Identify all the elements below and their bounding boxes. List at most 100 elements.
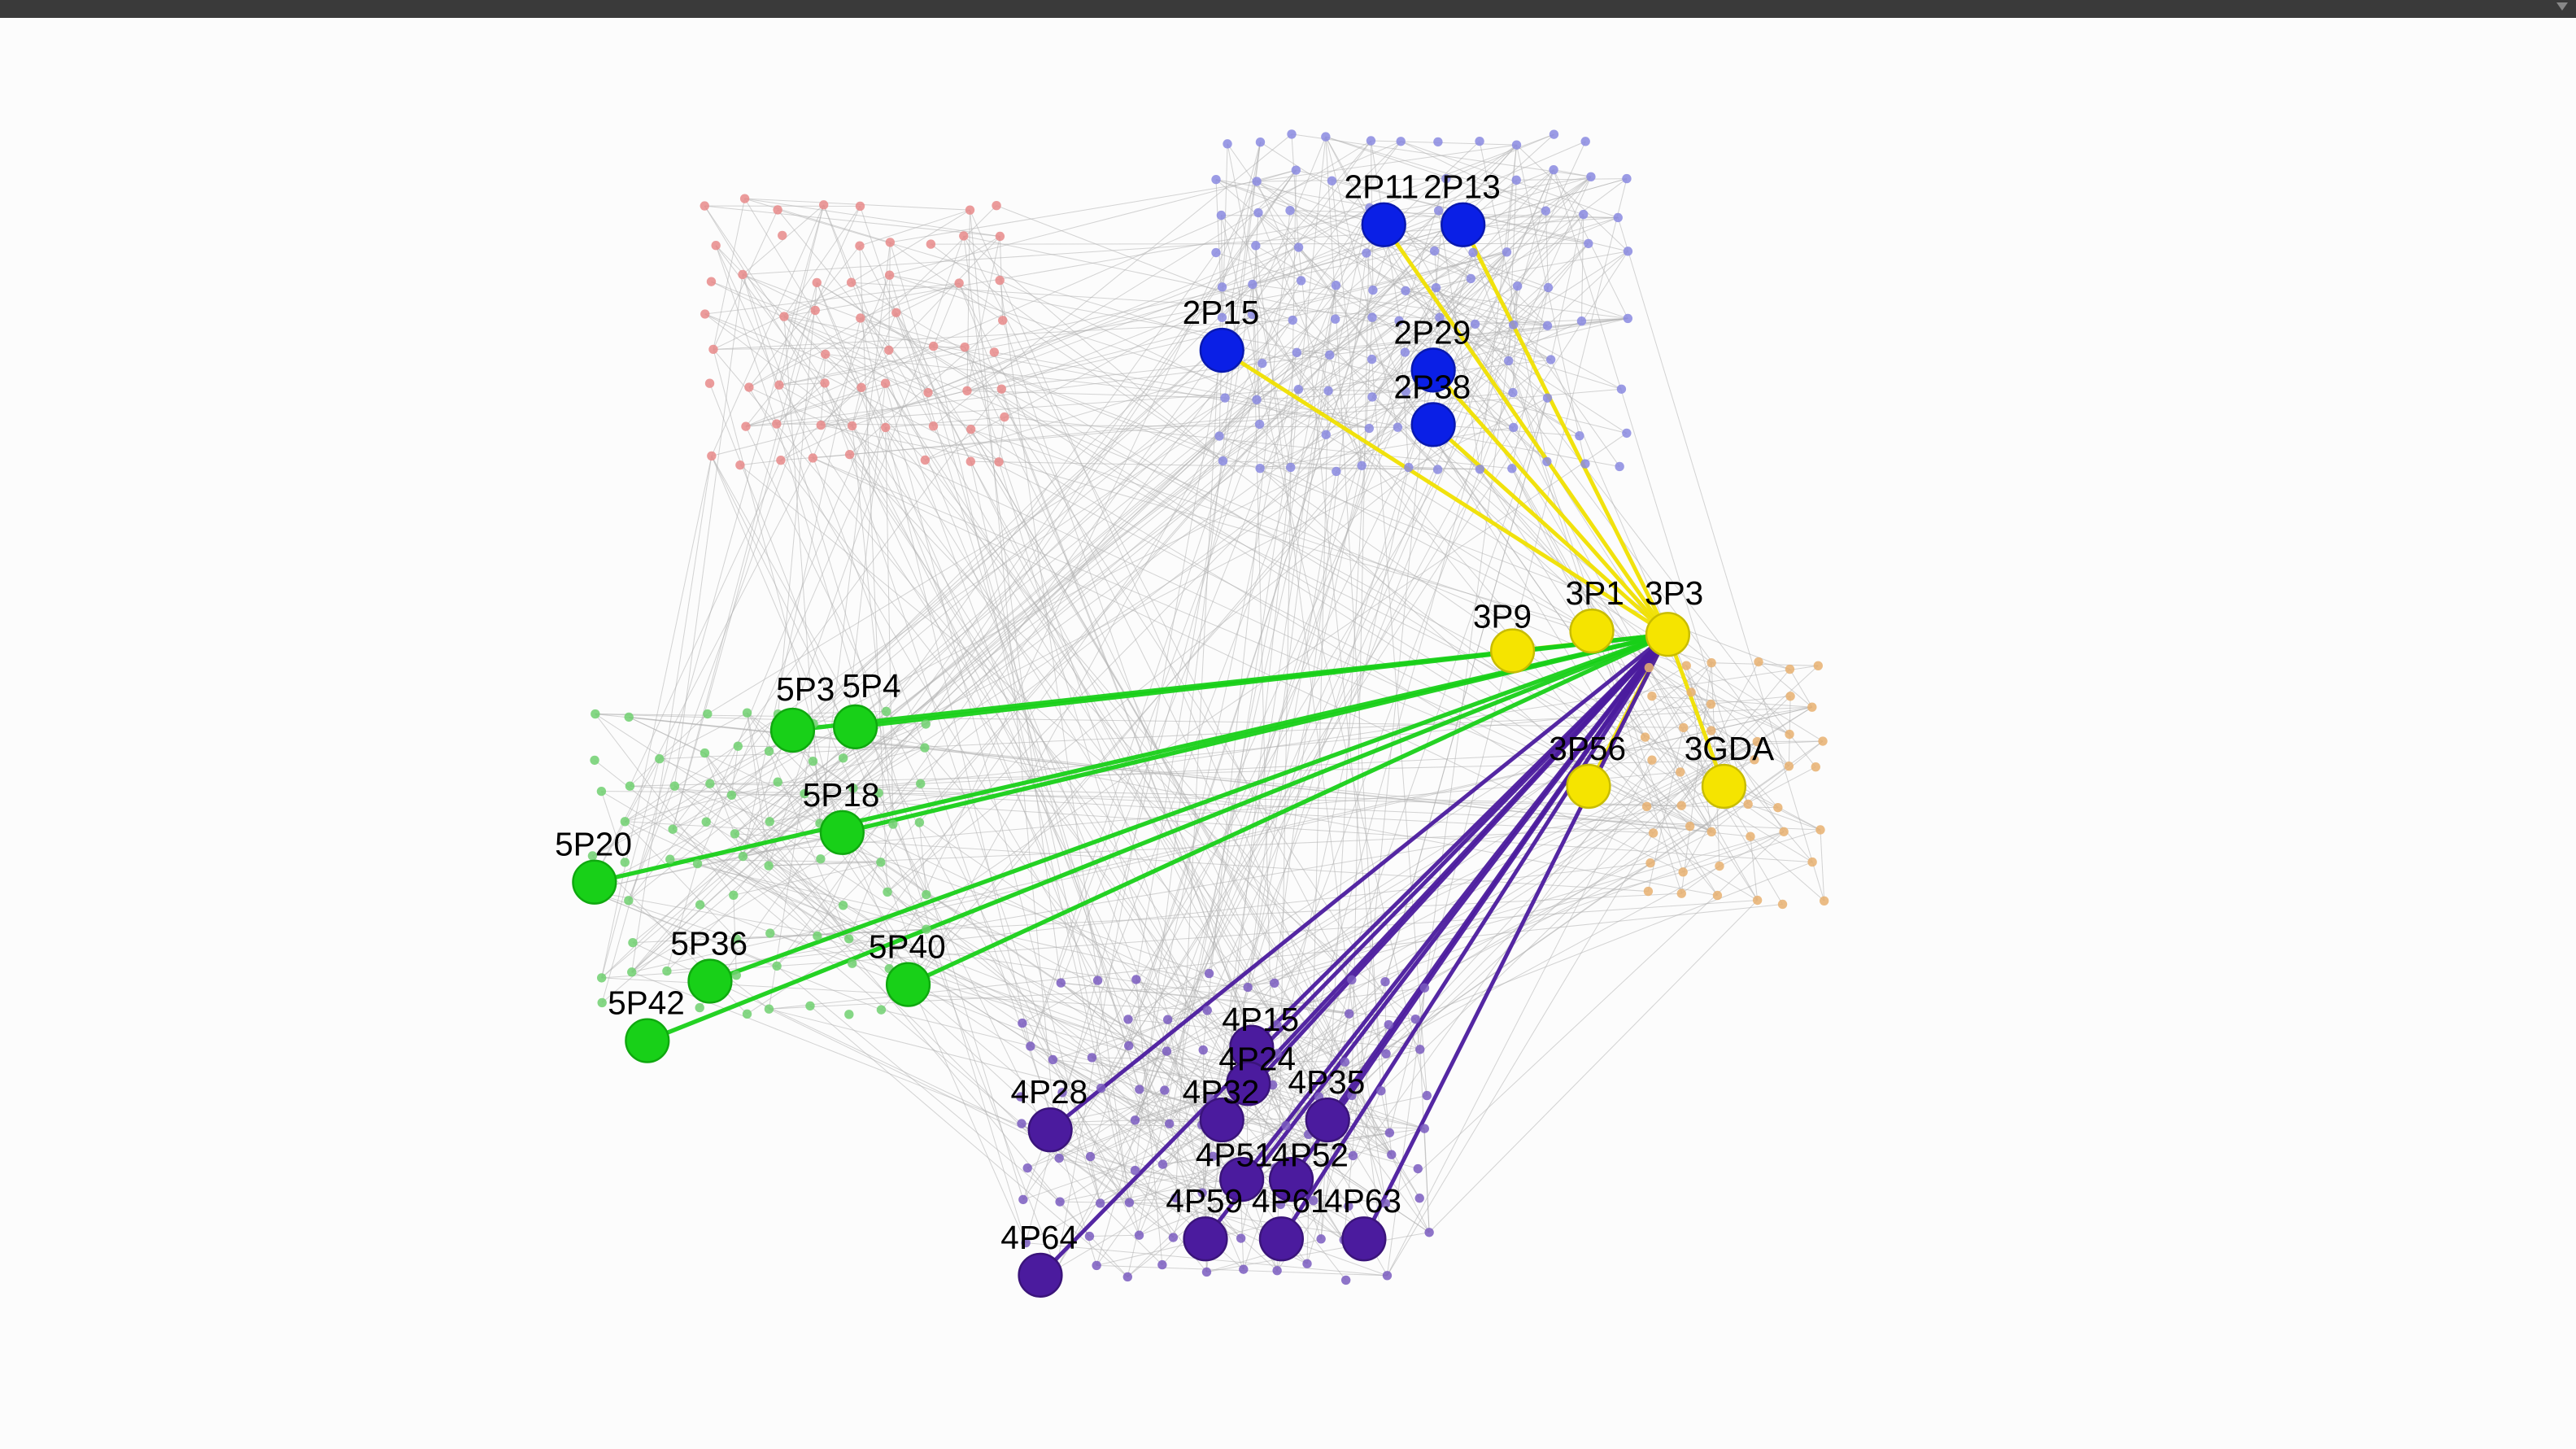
node-4P59[interactable] xyxy=(1184,1217,1227,1260)
bg-node xyxy=(700,201,709,210)
node-2P15[interactable] xyxy=(1201,329,1244,372)
node-3P1[interactable] xyxy=(1571,609,1614,652)
node-2P13[interactable] xyxy=(1441,203,1484,247)
node-4P28[interactable] xyxy=(1029,1108,1072,1151)
node-5P4[interactable] xyxy=(834,705,877,749)
bg-node xyxy=(839,753,848,762)
bg-node xyxy=(1257,359,1266,368)
label-4P61: 4P61 xyxy=(1252,1182,1329,1220)
bg-node xyxy=(1368,286,1377,295)
bg-node xyxy=(743,709,752,718)
bg-node xyxy=(1475,465,1484,474)
bg-node xyxy=(1433,465,1442,474)
bg-node xyxy=(1513,282,1522,290)
node-4P61[interactable] xyxy=(1260,1217,1303,1260)
bg-edge xyxy=(1424,1128,1429,1233)
bg-node xyxy=(1218,282,1227,291)
bg-node xyxy=(998,316,1007,325)
graph-canvas[interactable]: 2P112P132P152P292P383P13P33P93P563GDA5P3… xyxy=(0,18,2576,1449)
bg-node xyxy=(962,386,971,395)
bg-node xyxy=(695,1003,704,1012)
bg-node xyxy=(1252,395,1261,404)
bg-node xyxy=(844,934,853,943)
bg-edge xyxy=(705,314,852,426)
bg-edge xyxy=(1371,141,1516,145)
bg-node xyxy=(845,450,854,459)
bg-node xyxy=(1292,348,1301,357)
bg-node xyxy=(1754,657,1763,666)
bg-node xyxy=(1287,129,1296,138)
node-5P3[interactable] xyxy=(771,709,814,752)
bg-node xyxy=(1647,692,1656,700)
bg-node xyxy=(711,241,720,250)
bg-node xyxy=(856,383,865,392)
bg-node xyxy=(1217,211,1226,220)
bg-node xyxy=(1549,165,1558,174)
bg-node xyxy=(926,239,935,248)
node-5P40[interactable] xyxy=(887,963,930,1006)
bg-node xyxy=(1815,825,1824,834)
bg-node xyxy=(1294,242,1303,251)
bg-node xyxy=(1294,385,1303,394)
bg-node xyxy=(1345,1009,1353,1018)
bg-node xyxy=(1057,978,1066,987)
bg-node xyxy=(741,421,750,430)
bg-edge xyxy=(743,857,817,936)
bg-node xyxy=(1202,1268,1211,1277)
label-2P15: 2P15 xyxy=(1183,294,1260,331)
bg-node xyxy=(1584,239,1593,248)
node-2P11[interactable] xyxy=(1362,203,1406,247)
bg-node xyxy=(1746,831,1754,840)
bg-node xyxy=(1087,1053,1096,1062)
bg-node xyxy=(995,276,1004,285)
bg-node xyxy=(1302,1259,1311,1268)
node-5P42[interactable] xyxy=(625,1019,669,1063)
bg-node xyxy=(1096,1198,1105,1207)
label-3GDA: 3GDA xyxy=(1685,730,1775,767)
node-3P9[interactable] xyxy=(1491,630,1534,673)
node-3P3[interactable] xyxy=(1646,613,1689,656)
bg-node xyxy=(1785,665,1794,674)
bg-edge xyxy=(853,436,1219,788)
bg-node xyxy=(668,825,677,834)
node-5P18[interactable] xyxy=(821,811,864,854)
dropdown-arrow-icon[interactable] xyxy=(2556,2,2568,11)
bg-node xyxy=(655,754,664,763)
bg-node xyxy=(739,852,748,861)
bg-node xyxy=(1785,730,1794,739)
node-4P35[interactable] xyxy=(1306,1098,1349,1141)
bg-node xyxy=(809,757,817,766)
bg-edge xyxy=(625,427,1397,822)
node-2P38[interactable] xyxy=(1412,403,1455,446)
bg-node xyxy=(1243,983,1252,992)
node-4P64[interactable] xyxy=(1019,1254,1062,1297)
bg-node xyxy=(809,453,817,462)
bg-node xyxy=(1622,174,1631,183)
bg-edge xyxy=(704,206,825,383)
bg-node xyxy=(1807,858,1816,866)
bg-node xyxy=(1131,1115,1140,1124)
bg-node xyxy=(1644,887,1653,896)
bg-node xyxy=(966,457,975,466)
bg-node xyxy=(597,973,606,982)
node-5P36[interactable] xyxy=(689,960,732,1003)
bg-node xyxy=(922,719,931,728)
bg-node xyxy=(1199,1045,1208,1054)
bg-node xyxy=(695,900,704,909)
bg-node xyxy=(820,378,829,387)
node-3P56[interactable] xyxy=(1567,765,1611,808)
bg-node xyxy=(856,313,865,322)
bg-node xyxy=(1641,732,1650,741)
bg-node xyxy=(884,346,893,355)
bg-node xyxy=(1380,977,1389,986)
bg-node xyxy=(1542,457,1551,466)
label-2P11: 2P11 xyxy=(1345,168,1419,206)
network-svg[interactable]: 2P112P132P152P292P383P13P33P93P563GDA5P3… xyxy=(0,18,2576,1449)
bg-node xyxy=(1678,867,1687,876)
bg-node xyxy=(1543,393,1552,402)
bg-node xyxy=(1332,467,1340,476)
node-5P20[interactable] xyxy=(573,861,616,904)
node-3GDA[interactable] xyxy=(1702,765,1746,808)
bg-edge xyxy=(890,181,1257,242)
node-4P63[interactable] xyxy=(1342,1217,1385,1260)
